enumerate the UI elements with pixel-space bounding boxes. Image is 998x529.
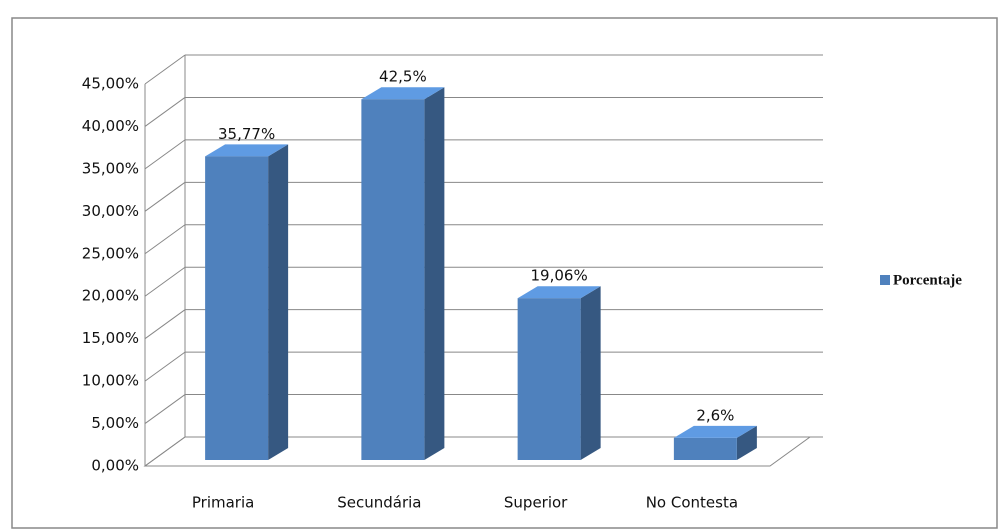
- value-label: 35,77%: [218, 125, 275, 143]
- bar: [205, 156, 269, 460]
- y-tick-label: 35,00%: [82, 159, 139, 177]
- bar-top: [673, 425, 757, 438]
- bar-side: [580, 286, 601, 460]
- y-tick-label: 20,00%: [82, 287, 139, 305]
- bar-side: [736, 425, 757, 460]
- bar-top: [517, 286, 601, 299]
- bar-side: [424, 87, 445, 460]
- legend-swatch: [880, 275, 890, 285]
- y-tick-label: 40,00%: [82, 117, 139, 135]
- y-tick-label: 30,00%: [82, 202, 139, 220]
- grid-line: [144, 139, 186, 170]
- bar-top: [361, 87, 445, 100]
- grid-line: [144, 394, 186, 424]
- grid-line: [144, 266, 186, 297]
- chart-frame: [11, 17, 998, 529]
- y-tick-label: 45,00%: [82, 75, 139, 93]
- y-tick-label: 5,00%: [91, 414, 139, 432]
- grid-line: [144, 97, 186, 127]
- bar-side: [268, 144, 289, 460]
- y-tick-label: 15,00%: [82, 329, 139, 347]
- bar: [361, 99, 425, 460]
- legend-label: Porcentaje: [893, 272, 962, 288]
- y-tick-label: 0,00%: [91, 457, 139, 475]
- x-tick-label: No Contesta: [646, 494, 738, 512]
- grid-line: [144, 54, 186, 85]
- grid-line: [144, 309, 186, 340]
- x-tick-label: Secundária: [337, 494, 421, 512]
- y-tick-label: 25,00%: [82, 244, 139, 262]
- bar-top: [205, 144, 289, 157]
- grid-line: [144, 181, 186, 212]
- value-label: 42,5%: [379, 68, 427, 86]
- grid-line: [144, 224, 186, 255]
- x-tick-label: Primaria: [192, 494, 254, 512]
- grid-line: [144, 436, 186, 467]
- grid-line: [144, 351, 186, 382]
- bar: [517, 298, 581, 460]
- x-tick-label: Superior: [504, 494, 568, 512]
- y-tick-label: 10,00%: [82, 372, 139, 390]
- bar: [673, 437, 737, 460]
- value-label: 19,06%: [531, 267, 588, 285]
- value-label: 2,6%: [696, 406, 734, 424]
